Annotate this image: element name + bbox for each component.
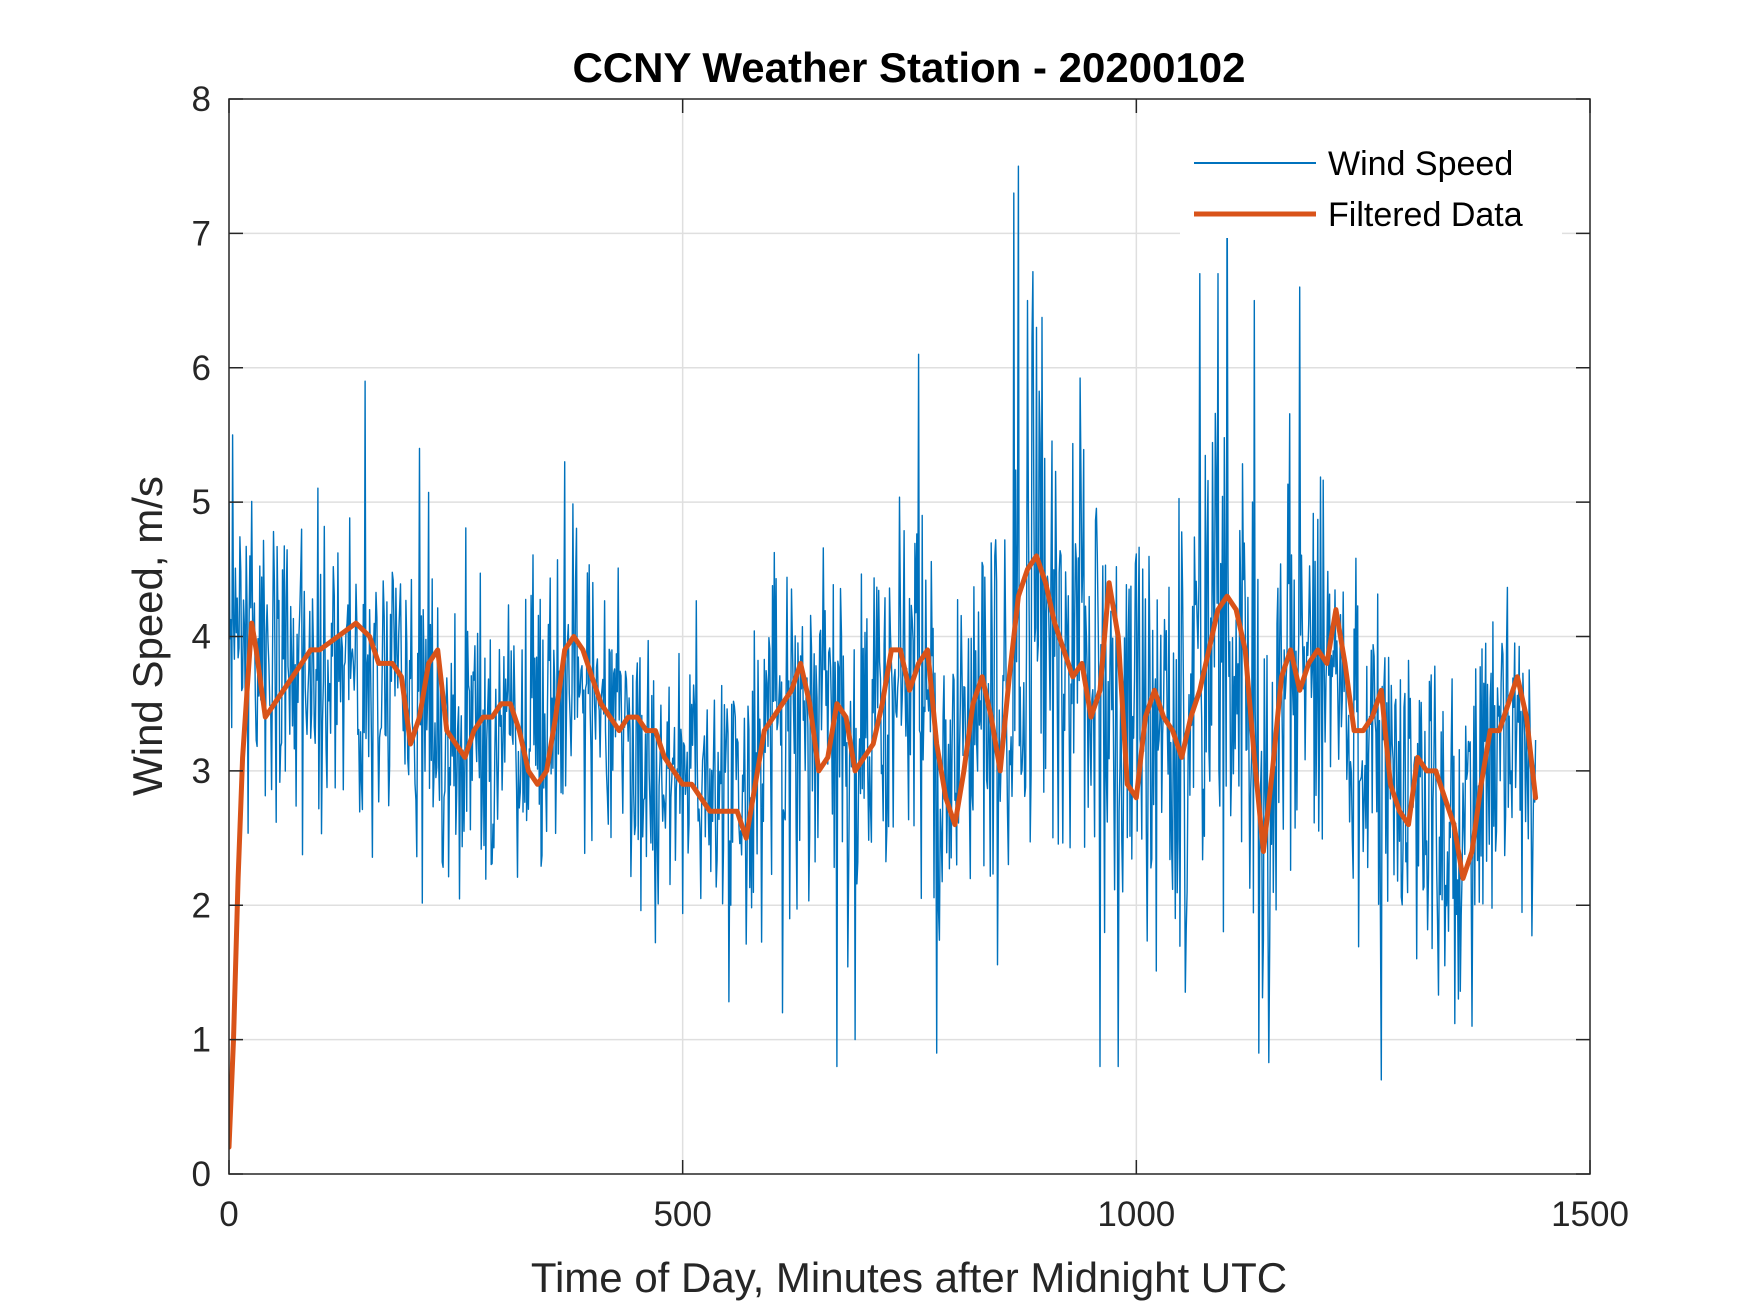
x-axis-label: Time of Day, Minutes after Midnight UTC [531,1254,1287,1301]
y-tick-label: 4 [192,618,211,657]
y-tick-label: 0 [192,1155,211,1194]
y-tick-label: 1 [192,1021,211,1060]
x-tick-label: 0 [219,1195,238,1234]
y-tick-label: 3 [192,752,211,791]
x-tick-label: 1000 [1097,1195,1175,1234]
legend-label-filtered-data: Filtered Data [1328,196,1523,234]
y-tick-label: 7 [192,214,211,253]
series-line-wind-speed [229,138,1537,1081]
legend-item-wind-speed[interactable]: Wind Speed [1194,145,1513,183]
y-tick-label: 5 [192,483,211,522]
x-tick-label: 500 [653,1195,711,1234]
series-layer [229,138,1539,1150]
y-axis-label: Wind Speed, m/s [124,476,171,796]
y-tick-label: 2 [192,886,211,925]
series-line-filtered-data [229,553,1539,1150]
x-tick-labels: 0 500 1000 1500 [219,1195,1629,1234]
chart-title: CCNY Weather Station - 20200102 [572,44,1245,91]
y-tick-labels: 0 1 2 3 4 5 6 7 8 [192,80,211,1194]
legend[interactable]: Wind Speed Filtered Data [1180,130,1562,238]
legend-background [1180,130,1562,238]
x-tick-label: 1500 [1551,1195,1629,1234]
tick-marks [228,98,1591,1175]
y-tick-label: 6 [192,349,211,388]
y-tick-label: 8 [192,80,211,119]
plot-area [229,138,1539,1150]
legend-label-wind-speed: Wind Speed [1328,145,1513,183]
legend-item-filtered-data[interactable]: Filtered Data [1194,196,1523,234]
